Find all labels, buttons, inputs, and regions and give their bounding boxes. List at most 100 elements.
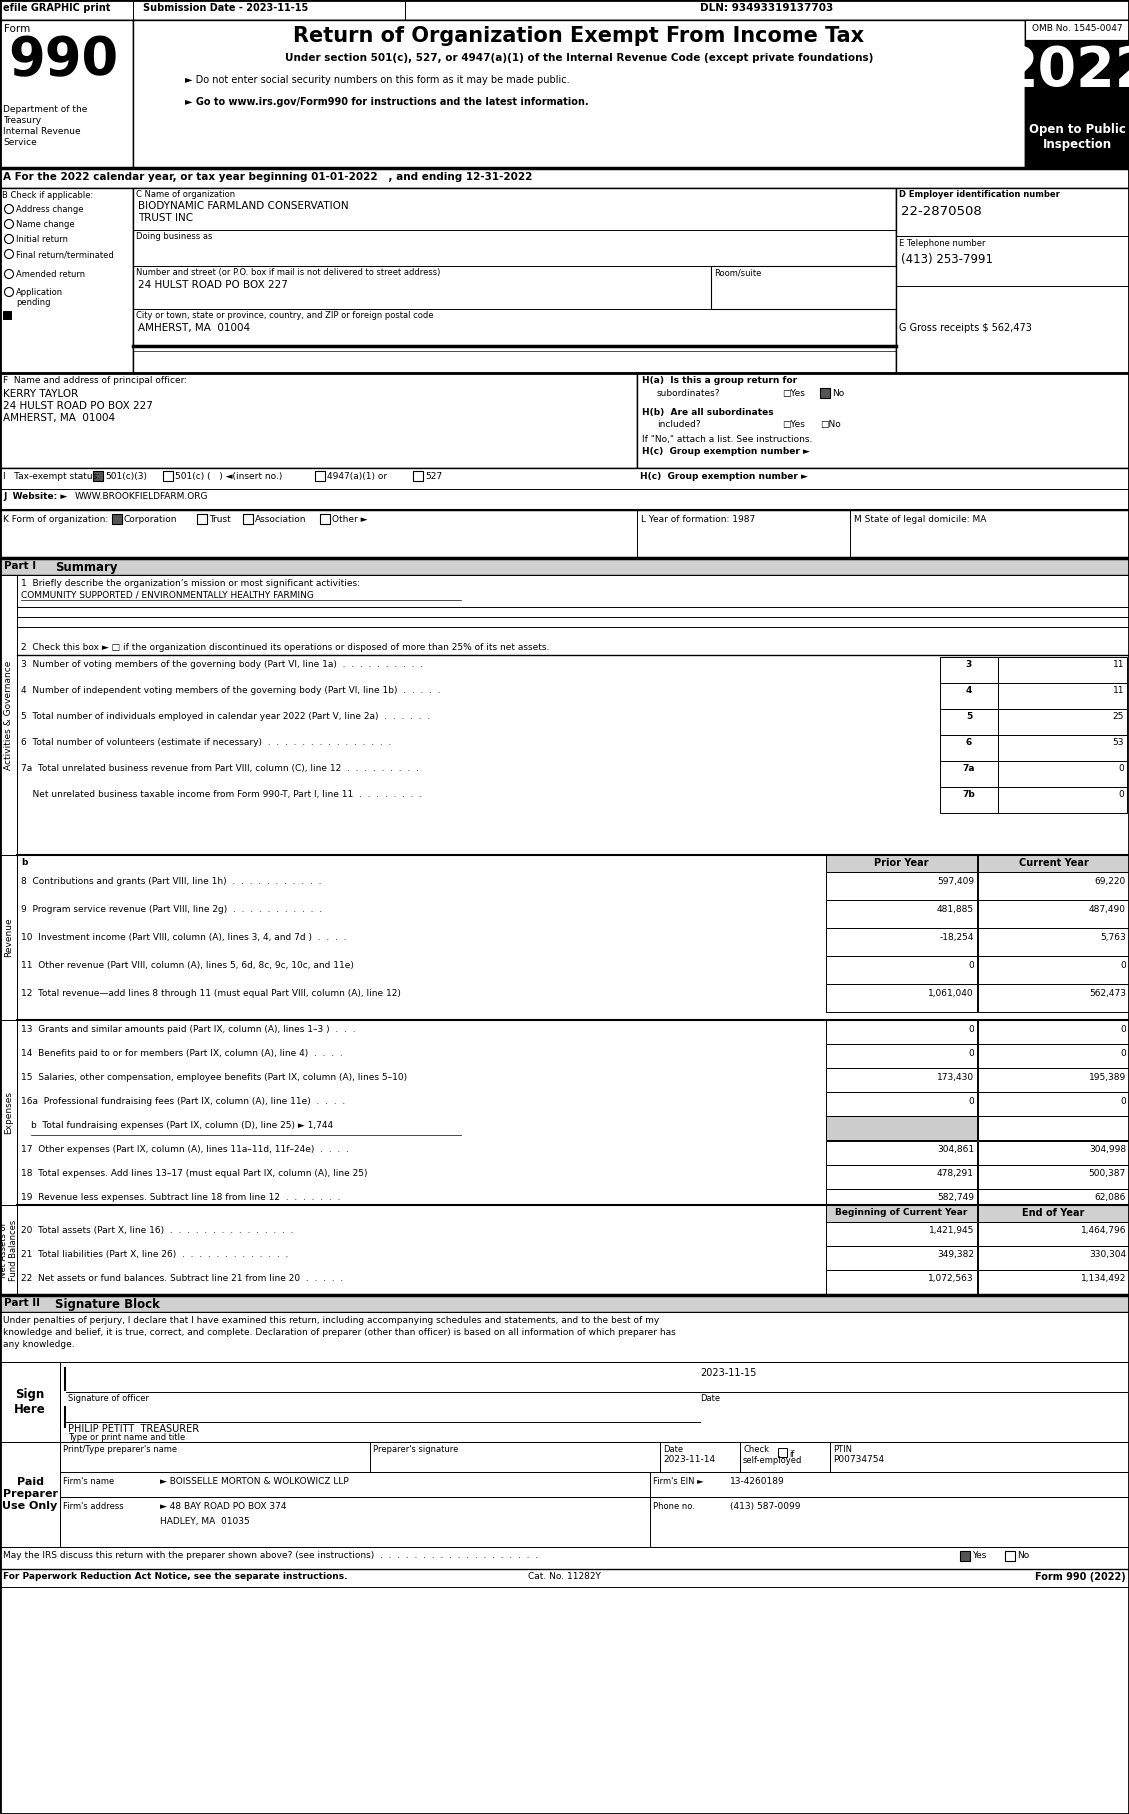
Text: Check: Check — [743, 1446, 769, 1455]
Bar — [978, 873, 1129, 900]
Text: self-employed: self-employed — [743, 1457, 803, 1466]
Bar — [826, 1092, 977, 1116]
Text: Department of the: Department of the — [3, 105, 87, 114]
Text: (413) 587-0099: (413) 587-0099 — [730, 1502, 800, 1511]
Text: Form: Form — [5, 24, 30, 34]
Bar — [826, 956, 977, 983]
Text: PTIN: PTIN — [833, 1446, 852, 1455]
Text: Part II: Part II — [5, 1299, 40, 1308]
Bar — [826, 1116, 977, 1139]
Text: 13  Grants and similar amounts paid (Part IX, column (A), lines 1–3 )  .  .  .: 13 Grants and similar amounts paid (Part… — [21, 1025, 356, 1034]
Bar — [826, 983, 977, 1012]
Bar — [1025, 20, 1129, 40]
Bar — [826, 929, 977, 956]
Bar — [826, 900, 977, 929]
Text: OMB No. 1545-0047: OMB No. 1545-0047 — [1032, 24, 1122, 33]
Text: 17  Other expenses (Part IX, column (A), lines 11a–11d, 11f–24e)  .  .  .  .: 17 Other expenses (Part IX, column (A), … — [21, 1145, 349, 1154]
Text: J  Website: ►: J Website: ► — [3, 492, 68, 501]
Text: Room/suite: Room/suite — [714, 268, 761, 278]
Bar — [940, 684, 998, 709]
Bar — [0, 20, 133, 169]
Bar — [826, 854, 977, 873]
Text: 19  Revenue less expenses. Subtract line 18 from line 12  .  .  .  .  .  .  .: 19 Revenue less expenses. Subtract line … — [21, 1194, 340, 1203]
Bar — [133, 189, 896, 374]
Text: A For the 2022 calendar year, or tax year beginning 01-01-2022   , and ending 12: A For the 2022 calendar year, or tax yea… — [3, 172, 533, 181]
Text: Association: Association — [255, 515, 306, 524]
Text: Current Year: Current Year — [1018, 858, 1088, 869]
Text: Application
pending: Application pending — [16, 288, 63, 307]
Text: Doing business as: Doing business as — [135, 232, 212, 241]
Bar — [0, 0, 1129, 20]
Text: BIODYNAMIC FARMLAND CONSERVATION: BIODYNAMIC FARMLAND CONSERVATION — [138, 201, 349, 210]
Text: Sign
Here: Sign Here — [15, 1388, 46, 1417]
Text: 0: 0 — [1120, 1025, 1126, 1034]
Bar — [826, 1019, 977, 1045]
Text: 597,409: 597,409 — [937, 876, 974, 885]
Text: No: No — [1017, 1551, 1030, 1560]
Text: TRUST INC: TRUST INC — [138, 212, 193, 223]
Text: H(c)  Group exemption number ►: H(c) Group exemption number ► — [640, 472, 808, 481]
Text: 304,998: 304,998 — [1088, 1145, 1126, 1154]
Text: If "No," attach a list. See instructions.: If "No," attach a list. See instructions… — [642, 435, 813, 444]
Text: 5,763: 5,763 — [1101, 932, 1126, 941]
Bar — [60, 1471, 1129, 1497]
Bar — [998, 684, 1127, 709]
Text: b: b — [21, 858, 27, 867]
Bar — [0, 374, 637, 468]
Text: H(c)  Group exemption number ►: H(c) Group exemption number ► — [642, 446, 809, 455]
Text: H(a)  Is this a group return for: H(a) Is this a group return for — [642, 375, 797, 385]
Text: Net unrelated business taxable income from Form 990-T, Part I, line 11  .  .  . : Net unrelated business taxable income fr… — [21, 791, 422, 798]
Text: □Yes: □Yes — [782, 421, 805, 428]
Bar — [17, 1019, 1129, 1204]
Text: City or town, state or province, country, and ZIP or foreign postal code: City or town, state or province, country… — [135, 310, 434, 319]
Bar — [940, 735, 998, 762]
Bar — [998, 787, 1127, 813]
Bar — [17, 1204, 1129, 1295]
Text: 5  Total number of individuals employed in calendar year 2022 (Part V, line 2a) : 5 Total number of individuals employed i… — [21, 713, 430, 720]
Text: 15  Salaries, other compensation, employee benefits (Part IX, column (A), lines : 15 Salaries, other compensation, employe… — [21, 1074, 408, 1081]
Text: B Check if applicable:: B Check if applicable: — [2, 190, 94, 200]
Text: Initial return: Initial return — [16, 236, 68, 245]
Text: Part I: Part I — [5, 561, 36, 571]
Text: 501(c)(3): 501(c)(3) — [105, 472, 147, 481]
Bar — [826, 1188, 977, 1214]
Bar — [0, 468, 1129, 510]
Text: Other ►: Other ► — [332, 515, 368, 524]
Bar — [998, 709, 1127, 735]
Text: 4947(a)(1) or: 4947(a)(1) or — [327, 472, 387, 481]
Bar — [0, 854, 17, 1019]
Bar — [320, 513, 330, 524]
Bar — [978, 1068, 1129, 1092]
Bar — [0, 1295, 1129, 1312]
Bar — [112, 513, 122, 524]
Text: ► BOISSELLE MORTON & WOLKOWICZ LLP: ► BOISSELLE MORTON & WOLKOWICZ LLP — [160, 1477, 349, 1486]
Text: Print/Type preparer's name: Print/Type preparer's name — [63, 1446, 177, 1455]
Bar — [978, 900, 1129, 929]
Text: End of Year: End of Year — [1023, 1208, 1085, 1217]
Text: 501(c) (   ) ◄(insert no.): 501(c) ( ) ◄(insert no.) — [175, 472, 282, 481]
Text: C Name of organization: C Name of organization — [135, 190, 235, 200]
Text: 1  Briefly describe the organization’s mission or most significant activities:: 1 Briefly describe the organization’s mi… — [21, 579, 360, 588]
Bar — [1005, 1551, 1015, 1562]
Text: any knowledge.: any knowledge. — [3, 1341, 75, 1350]
Text: WWW.BROOKFIELDFARM.ORG: WWW.BROOKFIELDFARM.ORG — [75, 492, 209, 501]
Text: Date: Date — [663, 1446, 683, 1455]
Text: knowledge and belief, it is true, correct, and complete. Declaration of preparer: knowledge and belief, it is true, correc… — [3, 1328, 676, 1337]
Bar — [978, 1246, 1129, 1270]
Bar — [826, 1165, 977, 1188]
Bar — [1025, 112, 1129, 169]
Bar — [315, 472, 325, 481]
Text: HADLEY, MA  01035: HADLEY, MA 01035 — [160, 1517, 250, 1526]
Text: L Year of formation: 1987: L Year of formation: 1987 — [641, 515, 755, 524]
Bar — [0, 189, 133, 374]
Text: M State of legal domicile: MA: M State of legal domicile: MA — [854, 515, 987, 524]
Bar — [0, 1362, 1129, 1442]
Text: K Form of organization:: K Form of organization: — [3, 515, 108, 524]
Text: 527: 527 — [425, 472, 443, 481]
Text: 7a: 7a — [963, 764, 975, 773]
Bar — [978, 1045, 1129, 1068]
Bar — [0, 1547, 1129, 1587]
Text: 990: 990 — [8, 34, 119, 85]
Text: Under section 501(c), 527, or 4947(a)(1) of the Internal Revenue Code (except pr: Under section 501(c), 527, or 4947(a)(1)… — [285, 53, 873, 63]
Text: 1,072,563: 1,072,563 — [928, 1273, 974, 1282]
